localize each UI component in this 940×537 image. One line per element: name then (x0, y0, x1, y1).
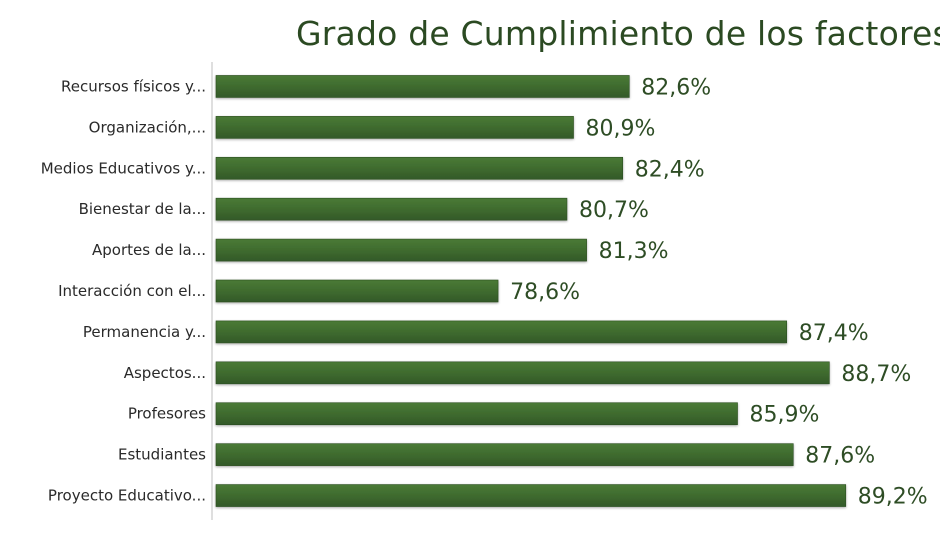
category-label-8: Profesores (128, 405, 206, 423)
bar-5 (215, 279, 499, 303)
category-label-7: Aspectos... (124, 364, 206, 382)
category-label-4: Aportes de la... (92, 241, 206, 259)
value-label-7: 88,7% (841, 362, 911, 387)
value-label-5: 78,6% (510, 280, 580, 305)
chart-title: Grado de Cumplimiento de los factores (296, 14, 940, 53)
value-label-2: 82,4% (635, 157, 705, 182)
category-label-3: Bienestar de la... (79, 200, 206, 218)
bar-6 (215, 320, 788, 344)
category-label-9: Estudiantes (118, 446, 206, 464)
bar-3 (215, 197, 568, 221)
value-label-1: 80,9% (586, 116, 656, 141)
bar-4 (215, 238, 587, 262)
bar-2 (215, 156, 624, 180)
category-label-6: Permanencia y... (83, 323, 206, 341)
value-label-3: 80,7% (579, 198, 649, 223)
category-label-1: Organización,... (89, 118, 206, 136)
value-label-0: 82,6% (641, 75, 711, 100)
bar-8 (215, 402, 738, 426)
value-label-10: 89,2% (858, 485, 928, 510)
value-label-4: 81,3% (599, 239, 669, 264)
category-label-2: Medios Educativos y... (41, 159, 206, 177)
value-label-9: 87,6% (805, 444, 875, 469)
category-label-10: Proyecto Educativo... (48, 487, 206, 505)
category-label-5: Interacción con el... (58, 282, 206, 300)
category-label-0: Recursos físicos y... (61, 77, 206, 95)
bar-7 (215, 361, 830, 385)
bar-9 (215, 443, 794, 466)
value-label-8: 85,9% (750, 403, 820, 428)
bar-1 (215, 116, 574, 139)
value-label-6: 87,4% (799, 321, 869, 346)
bar-0 (215, 75, 630, 98)
bar-10 (215, 484, 847, 507)
